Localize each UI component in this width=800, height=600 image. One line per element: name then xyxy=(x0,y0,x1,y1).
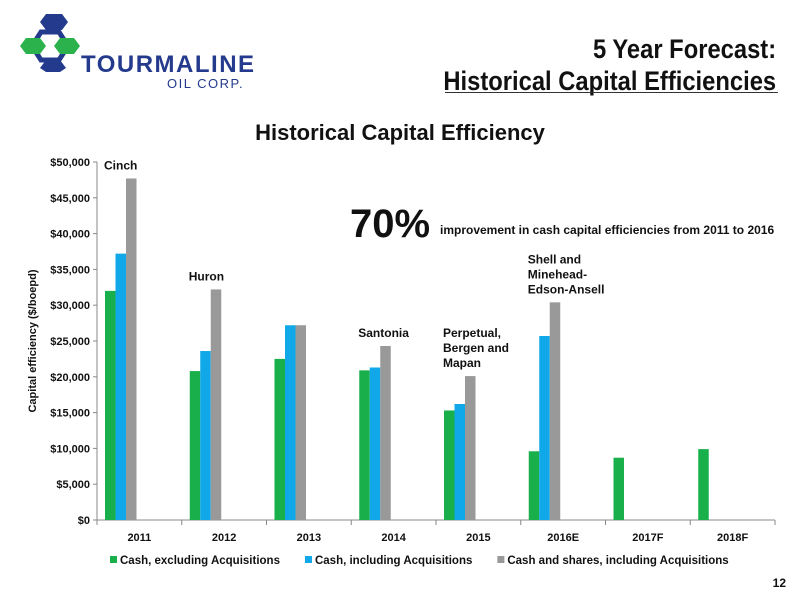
bar-annotation: Huron xyxy=(189,269,224,283)
chart-title: Historical Capital Efficiency xyxy=(255,120,546,145)
logo-hexagon-right xyxy=(54,38,80,54)
improvement-text: improvement in cash capital efficiencies… xyxy=(440,223,774,237)
legend-swatch xyxy=(304,556,312,563)
x-tick-label: 2013 xyxy=(297,532,321,544)
improvement-percent: 70% xyxy=(350,202,430,246)
logo-hexagon-icon xyxy=(20,14,80,72)
bar xyxy=(210,289,222,520)
bar-annotation: Cinch xyxy=(104,158,137,172)
bar xyxy=(454,404,465,520)
bar-annotation: Shell and xyxy=(528,252,581,266)
y-tick-label: $30,000 xyxy=(50,300,90,312)
legend-label: Cash, excluding Acquisitions xyxy=(120,555,280,567)
bar-annotation: Perpetual, xyxy=(443,326,501,340)
y-tick-label: $20,000 xyxy=(50,372,90,384)
bar xyxy=(189,371,201,520)
header-divider xyxy=(445,92,778,93)
y-tick-label: $5,000 xyxy=(56,479,90,491)
legend-label: Cash and shares, including Acquisitions xyxy=(507,555,728,567)
bar xyxy=(528,451,540,520)
logo-hexagon-bottom xyxy=(40,60,66,72)
y-tick-label: $45,000 xyxy=(50,193,90,205)
x-tick-label: 2017F xyxy=(632,532,663,544)
bar xyxy=(200,351,211,520)
page-title-line2: Historical Capital Efficiencies xyxy=(443,66,776,96)
bar xyxy=(444,410,455,520)
tourmaline-logo: TOURMALINE OIL CORP. xyxy=(18,12,254,92)
logo-hexagon-top xyxy=(40,14,68,30)
y-tick-label: $50,000 xyxy=(50,157,90,169)
x-tick-label: 2015 xyxy=(466,532,490,544)
bar xyxy=(465,376,476,520)
y-tick-label: $15,000 xyxy=(50,408,90,420)
y-tick-label: $10,000 xyxy=(50,443,90,455)
bar xyxy=(105,290,116,520)
bar-annotation: Santonia xyxy=(358,326,409,340)
legend-label: Cash, including Acquisitions xyxy=(315,555,472,567)
y-tick-label: $0 xyxy=(78,515,90,527)
bar xyxy=(380,346,391,520)
bar-annotation: Mapan xyxy=(443,356,481,370)
legend-swatch xyxy=(110,556,117,563)
bar xyxy=(295,325,306,520)
y-tick-label: $25,000 xyxy=(50,336,90,348)
bar xyxy=(549,302,561,520)
page-title: 5 Year Forecast: Historical Capital Effi… xyxy=(398,33,776,97)
x-tick-label: 2016E xyxy=(547,532,579,544)
bar xyxy=(285,325,296,520)
bar xyxy=(698,449,709,520)
bar-annotation: Bergen and xyxy=(443,341,509,355)
bar xyxy=(274,358,285,520)
y-tick-label: $40,000 xyxy=(50,229,90,241)
bar-annotation: Edson-Ansell xyxy=(528,282,605,296)
x-tick-label: 2012 xyxy=(212,532,236,544)
bar xyxy=(359,370,370,520)
x-tick-label: 2011 xyxy=(127,532,151,544)
bar xyxy=(539,335,550,520)
page-title-line1: 5 Year Forecast: xyxy=(592,34,776,64)
logo-hexagon-left xyxy=(20,38,46,54)
legend-swatch xyxy=(497,556,505,563)
y-tick-label: $35,000 xyxy=(50,264,90,276)
y-axis-label: Capital efficiency ($/boepd) xyxy=(27,269,39,412)
bar xyxy=(613,457,624,520)
logo-name: TOURMALINE xyxy=(81,51,256,78)
bar xyxy=(126,178,137,520)
logo-subtitle: OIL CORP. xyxy=(167,76,245,91)
page-number: 12 xyxy=(772,576,786,590)
x-tick-label: 2018F xyxy=(717,532,748,544)
x-tick-label: 2014 xyxy=(381,532,406,544)
bar xyxy=(115,253,126,520)
bar-annotation: Minehead- xyxy=(528,267,587,281)
bar xyxy=(369,367,381,520)
